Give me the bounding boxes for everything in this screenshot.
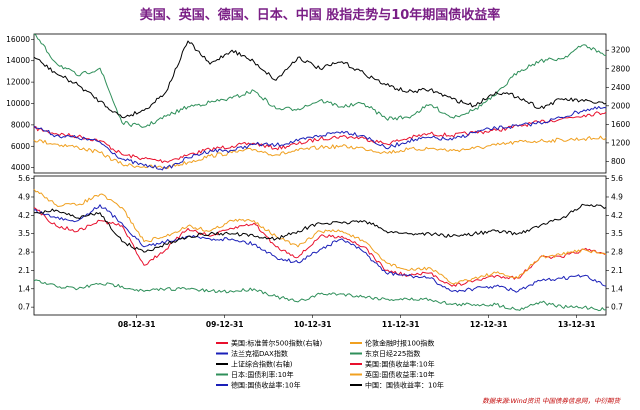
left-axis-tick-label: 4000 xyxy=(11,163,30,172)
right-axis-tick-label: 3200 xyxy=(611,46,630,55)
legend-label: 上证综合指数(右轴) xyxy=(231,360,293,369)
top-series-line-2 xyxy=(33,106,607,171)
left-axis-tick-label: 16000 xyxy=(6,35,30,44)
left-axis-tick-label: 12000 xyxy=(6,78,30,87)
yield-axis-tick-label-left: 4.9 xyxy=(18,192,30,201)
yield-axis-tick-label-left: 5.6 xyxy=(18,174,30,183)
yield-axis-tick-label-right: 4.2 xyxy=(611,211,623,220)
left-axis-tick-label: 6000 xyxy=(11,142,30,151)
yield-axis-tick-label-right: 4.9 xyxy=(611,192,623,201)
bottom-panel-frame xyxy=(33,175,607,316)
bottom-series-line-2 xyxy=(33,188,607,285)
yield-axis-tick-label-left: 4.2 xyxy=(18,211,30,220)
right-axis-tick-label: 2000 xyxy=(611,101,630,110)
right-axis-tick-label: 800 xyxy=(611,157,626,166)
x-axis-tick-label: 10-12-31 xyxy=(294,320,332,329)
legend-label: 德国:国债收益率:10年 xyxy=(231,381,301,390)
x-axis-tick-label: 08-12-31 xyxy=(118,320,156,329)
top-series-line-3 xyxy=(33,33,607,128)
x-axis-tick-label: 13-12-31 xyxy=(558,320,596,329)
legend-label: 美国:标准普尔500指数(右轴) xyxy=(231,339,322,348)
yield-axis-tick-label-left: 3.5 xyxy=(18,229,30,238)
yield-axis-tick-label-right: 5.6 xyxy=(611,174,623,183)
legend-label: 英国:国债收益率:10年 xyxy=(365,370,435,379)
top-series-line-1 xyxy=(33,135,607,169)
yield-axis-tick-label-right: 2.1 xyxy=(611,266,623,275)
right-axis-tick-label: 1600 xyxy=(611,120,630,129)
legend-label: 日本:国债利率:10年 xyxy=(231,370,294,379)
legend-label: 法兰克福DAX指数 xyxy=(231,349,288,358)
yield-axis-tick-label-right: 2.8 xyxy=(611,248,623,257)
yield-axis-tick-label-left: 2.8 xyxy=(18,248,30,257)
legend-label: 伦敦金融时报100指数 xyxy=(365,339,434,348)
x-axis-tick-label: 09-12-31 xyxy=(206,320,244,329)
right-axis-tick-label: 2400 xyxy=(611,83,630,92)
yield-axis-tick-label-right: 3.5 xyxy=(611,229,623,238)
legend-label: 东京日经225指数 xyxy=(365,349,420,358)
left-axis-tick-label: 14000 xyxy=(6,56,30,65)
chart-title: 美国、英国、德国、日本、中国 股指走势与10年期国债收益率 xyxy=(140,7,501,23)
bottom-series-line-4 xyxy=(33,203,607,253)
yield-axis-tick-label-right: 1.4 xyxy=(611,284,623,293)
top-series-line-0 xyxy=(33,111,607,164)
bottom-series-line-3 xyxy=(33,204,607,293)
top-series-line-4 xyxy=(33,40,607,119)
x-axis-tick-label: 12-12-31 xyxy=(470,320,508,329)
source-note: 数据来源:Wind资讯 中国债券信息网，中衍期货 xyxy=(482,397,621,405)
yield-axis-tick-label-right: 0.7 xyxy=(611,303,623,312)
yield-axis-tick-label-left: 2.1 xyxy=(18,266,30,275)
yield-axis-tick-label-left: 0.7 xyxy=(18,303,30,312)
legend-label: 美国:国债收益率:10年 xyxy=(365,360,435,369)
bottom-series-line-0 xyxy=(33,279,607,312)
legend-label: 中国：国债收益率：10年 xyxy=(365,381,444,390)
right-axis-tick-label: 1200 xyxy=(611,138,630,147)
left-axis-tick-label: 8000 xyxy=(11,120,30,129)
left-axis-tick-label: 10000 xyxy=(6,99,30,108)
right-axis-tick-label: 2800 xyxy=(611,64,630,73)
yield-axis-tick-label-left: 1.4 xyxy=(18,284,30,293)
x-axis-tick-label: 11-12-31 xyxy=(382,320,420,329)
